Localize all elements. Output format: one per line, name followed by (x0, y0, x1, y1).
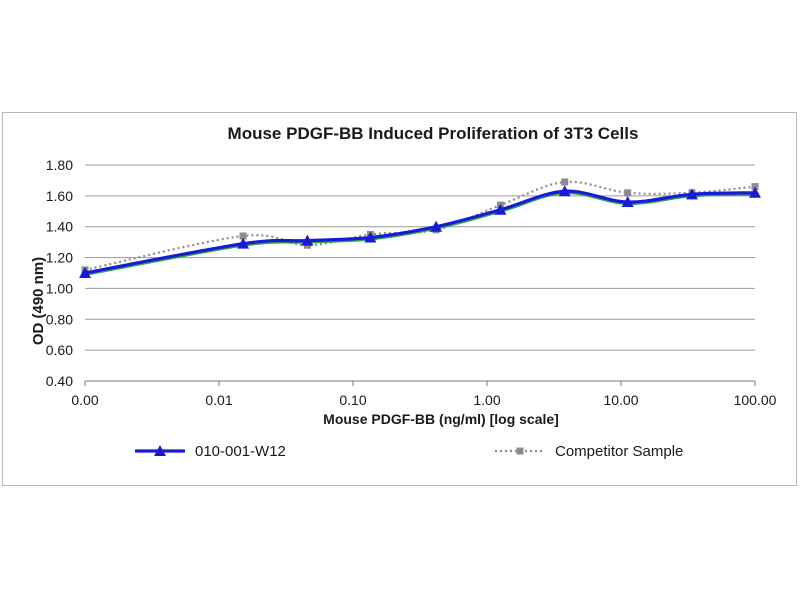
line-chart: Mouse PDGF-BB Induced Proliferation of 3… (30, 124, 777, 460)
series-competitor-sample (81, 178, 759, 274)
x-tick-label: 100.00 (734, 392, 777, 408)
y-tick-label: 0.60 (46, 342, 73, 358)
y-tick-label: 0.40 (46, 373, 73, 389)
x-tick-label: 0.01 (205, 392, 232, 408)
x-tick-label: 0.00 (71, 392, 98, 408)
data-point (494, 203, 507, 215)
y-tick-label: 1.00 (46, 280, 73, 296)
legend-marker (154, 445, 166, 456)
chart-frame: Mouse PDGF-BB Induced Proliferation of 3… (2, 112, 797, 486)
data-point (624, 189, 632, 197)
data-point (237, 237, 250, 249)
x-tick-label: 10.00 (603, 392, 638, 408)
x-tick-label: 1.00 (473, 392, 500, 408)
data-point (301, 234, 314, 246)
data-point (561, 178, 569, 186)
legend-item: Competitor Sample (495, 443, 683, 460)
y-tick-label: 1.20 (46, 250, 73, 266)
series-line (84, 180, 756, 271)
series-010-001-w12 (79, 185, 761, 278)
x-axis-label: Mouse PDGF-BB (ng/ml) [log scale] (323, 411, 559, 427)
y-axis-label: OD (490 nm) (30, 257, 47, 345)
y-tick-label: 0.80 (46, 311, 73, 327)
data-point (686, 188, 699, 200)
x-tick-label: 0.10 (339, 392, 366, 408)
y-tick-label: 1.80 (46, 157, 73, 173)
data-point (79, 267, 91, 278)
data-point (749, 186, 761, 198)
legend-item: 010-001-W12 (135, 443, 286, 460)
data-point (558, 185, 571, 197)
legend-label: 010-001-W12 (195, 443, 286, 460)
data-point (239, 232, 247, 240)
y-tick-label: 1.60 (46, 188, 73, 204)
data-point (621, 196, 634, 208)
series-line (84, 189, 756, 275)
data-point (751, 183, 759, 191)
legend-marker (516, 447, 524, 455)
legend-label: Competitor Sample (555, 443, 683, 460)
legend: 010-001-W12 Competitor Sample (135, 443, 683, 460)
chart-title: Mouse PDGF-BB Induced Proliferation of 3… (228, 124, 639, 143)
data-point (430, 220, 443, 232)
data-point (364, 231, 377, 243)
y-tick-label: 1.40 (46, 219, 73, 235)
